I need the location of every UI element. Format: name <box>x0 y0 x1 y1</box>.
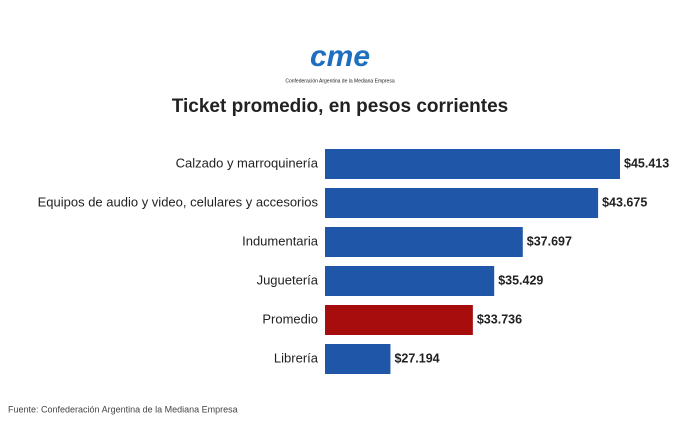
category-label: Equipos de audio y video, celulares y ac… <box>38 194 319 209</box>
value-label: $33.736 <box>477 312 522 326</box>
category-label: Calzado y marroquinería <box>176 155 319 170</box>
bar <box>325 305 473 335</box>
chart-title: Ticket promedio, en pesos corrientes <box>172 96 508 117</box>
category-label: Indumentaria <box>242 233 319 248</box>
category-label: Librería <box>274 350 319 365</box>
value-label: $45.413 <box>624 156 669 170</box>
logo: cme <box>310 40 370 73</box>
source: Fuente: Confederación Argentina de la Me… <box>8 404 238 414</box>
logo-subtitle: Confederación Argentina de la Mediana Em… <box>285 78 394 84</box>
value-label: $43.675 <box>602 195 647 209</box>
bar <box>325 149 621 179</box>
value-label: $27.194 <box>394 351 439 365</box>
value-label: $35.429 <box>498 273 543 287</box>
bar <box>325 344 391 374</box>
category-label: Promedio <box>262 311 318 326</box>
bar <box>325 227 523 257</box>
bar <box>325 188 599 218</box>
category-label: Juguetería <box>257 272 319 287</box>
value-label: $37.697 <box>527 234 572 248</box>
bar <box>325 266 495 296</box>
